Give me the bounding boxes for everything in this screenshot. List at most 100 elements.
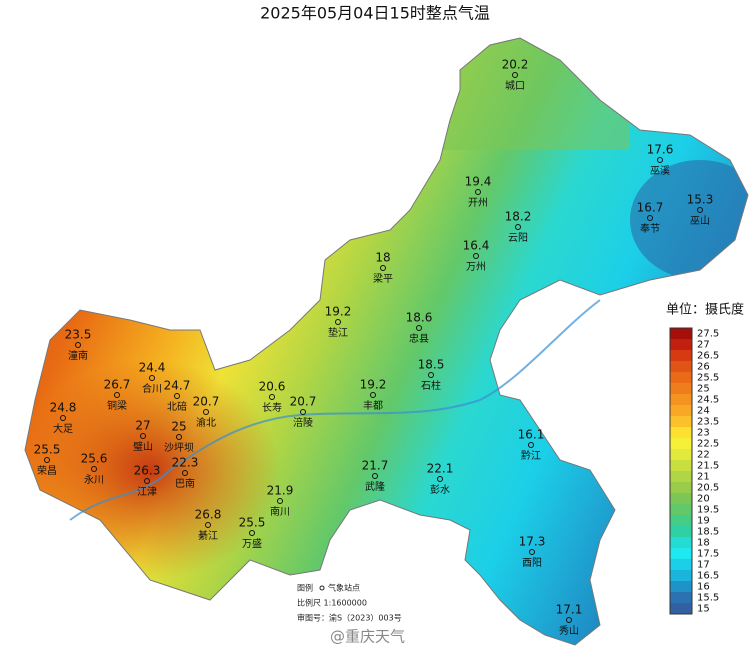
- station-dot: [269, 394, 275, 400]
- station-value: 20.7: [193, 395, 220, 409]
- legend-swatch: [670, 449, 692, 460]
- station-dot: [144, 478, 150, 484]
- station-name: 开州: [468, 197, 488, 209]
- station-name: 黔江: [521, 449, 541, 462]
- legend-label: 22.5: [697, 439, 719, 450]
- station-dot: [277, 498, 283, 504]
- station-dot: [529, 549, 535, 555]
- station-value: 21.9: [267, 484, 294, 498]
- station-name: 北碚: [167, 400, 187, 413]
- station-value: 16.1: [518, 428, 545, 442]
- station-value: 27: [135, 419, 150, 433]
- legend-label: 27: [697, 340, 710, 351]
- station-name: 綦江: [198, 529, 218, 542]
- station-symbol: [319, 585, 325, 591]
- legend-swatch: [670, 603, 692, 614]
- station-name: 铜梁: [107, 399, 127, 412]
- legend-swatch: [670, 416, 692, 427]
- station-dot: [335, 319, 341, 325]
- station-dot: [140, 433, 146, 439]
- legend-label: 21.5: [697, 461, 719, 472]
- legend-swatch: [670, 581, 692, 592]
- station-value: 17.1: [556, 603, 583, 617]
- station-value: 25.6: [81, 452, 108, 466]
- station-dot: [515, 224, 521, 230]
- legend-label: 15: [697, 604, 710, 615]
- station-name: 梁平: [373, 272, 393, 285]
- legend: 27.52726.52625.52524.52423.52322.52221.5…: [669, 327, 719, 615]
- station-dot: [473, 253, 479, 259]
- station-name: 石柱: [421, 379, 441, 392]
- station-name: 合川: [142, 382, 162, 395]
- station-value: 23.5: [65, 328, 92, 342]
- station-value: 20.2: [502, 58, 529, 72]
- legend-label: 24.5: [697, 395, 719, 406]
- station-value: 21.7: [362, 459, 389, 473]
- station-dot: [528, 442, 534, 448]
- legend-swatch: [670, 405, 692, 416]
- station-value: 24.7: [164, 379, 191, 393]
- station-name: 璧山: [133, 440, 153, 453]
- station-value: 25: [171, 420, 186, 434]
- station-value: 17.3: [519, 535, 546, 549]
- station-dot: [372, 473, 378, 479]
- footer-approval: 审图号：渝S（2023）003号: [297, 613, 402, 623]
- station-name: 大足: [53, 422, 73, 435]
- station-dot: [203, 409, 209, 415]
- footer-legend: 图例: [297, 583, 313, 593]
- station-name: 永川: [84, 473, 104, 486]
- legend-swatch: [670, 504, 692, 515]
- station-dot: [300, 409, 306, 415]
- legend-swatch: [670, 537, 692, 548]
- legend-label: 25: [697, 384, 710, 395]
- legend-label: 18: [697, 538, 710, 549]
- legend-swatch: [670, 460, 692, 471]
- watermark: @重庆天气: [330, 628, 405, 646]
- legend-swatch: [670, 570, 692, 581]
- legend-swatch: [670, 427, 692, 438]
- station-value: 26.3: [134, 464, 161, 478]
- legend-swatch: [670, 372, 692, 383]
- legend-frame: [669, 327, 693, 615]
- legend-label: 15.5: [697, 593, 719, 604]
- station-dot: [380, 265, 386, 271]
- station-value: 26.8: [195, 508, 222, 522]
- station-value: 16.7: [637, 201, 664, 215]
- station-dot: [428, 372, 434, 378]
- legend-label: 23.5: [697, 417, 719, 428]
- station-value: 18.6: [406, 311, 433, 325]
- station-name: 万盛: [242, 537, 262, 550]
- station-dot: [205, 522, 211, 528]
- station-value: 25.5: [34, 443, 61, 457]
- station-value: 19.2: [325, 305, 352, 319]
- station-dot: [91, 466, 97, 472]
- station-name: 垫江: [328, 326, 348, 339]
- station-name: 城口: [505, 80, 525, 92]
- legend-swatch: [670, 482, 692, 493]
- station-name: 南川: [270, 505, 290, 518]
- station-dot: [416, 325, 422, 331]
- legend-label: 26: [697, 362, 710, 373]
- station-dot: [60, 415, 66, 421]
- station-dot: [149, 375, 155, 381]
- legend-label: 19: [697, 516, 710, 527]
- legend-swatch: [670, 350, 692, 361]
- legend-label: 26.5: [697, 351, 719, 362]
- legend-label: 20: [697, 494, 710, 505]
- legend-swatch: [670, 394, 692, 405]
- legend-swatch: [670, 548, 692, 559]
- station-name: 巫溪: [650, 165, 670, 177]
- legend-swatch: [670, 383, 692, 394]
- station-value: 25.5: [239, 516, 266, 530]
- station-dot: [370, 392, 376, 398]
- legend-label: 24: [697, 406, 710, 417]
- station-name: 巴南: [175, 477, 195, 490]
- station-value: 18.2: [505, 210, 532, 224]
- station-value: 24.8: [50, 401, 77, 415]
- legend-label: 20.5: [697, 483, 719, 494]
- footer-scale: 比例尺 1:1600000: [297, 598, 367, 608]
- station-name: 万州: [466, 261, 486, 273]
- station-name: 云阳: [508, 232, 528, 244]
- legend-swatch: [670, 526, 692, 537]
